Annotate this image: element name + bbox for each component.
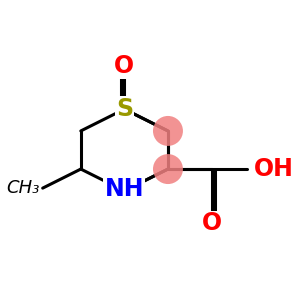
Circle shape xyxy=(153,116,183,146)
Text: S: S xyxy=(116,97,133,121)
Text: O: O xyxy=(114,54,134,78)
Text: O: O xyxy=(202,211,222,235)
Text: NH: NH xyxy=(105,178,144,202)
Text: CH₃: CH₃ xyxy=(7,179,40,197)
Circle shape xyxy=(153,154,183,184)
Text: OH: OH xyxy=(254,157,294,181)
